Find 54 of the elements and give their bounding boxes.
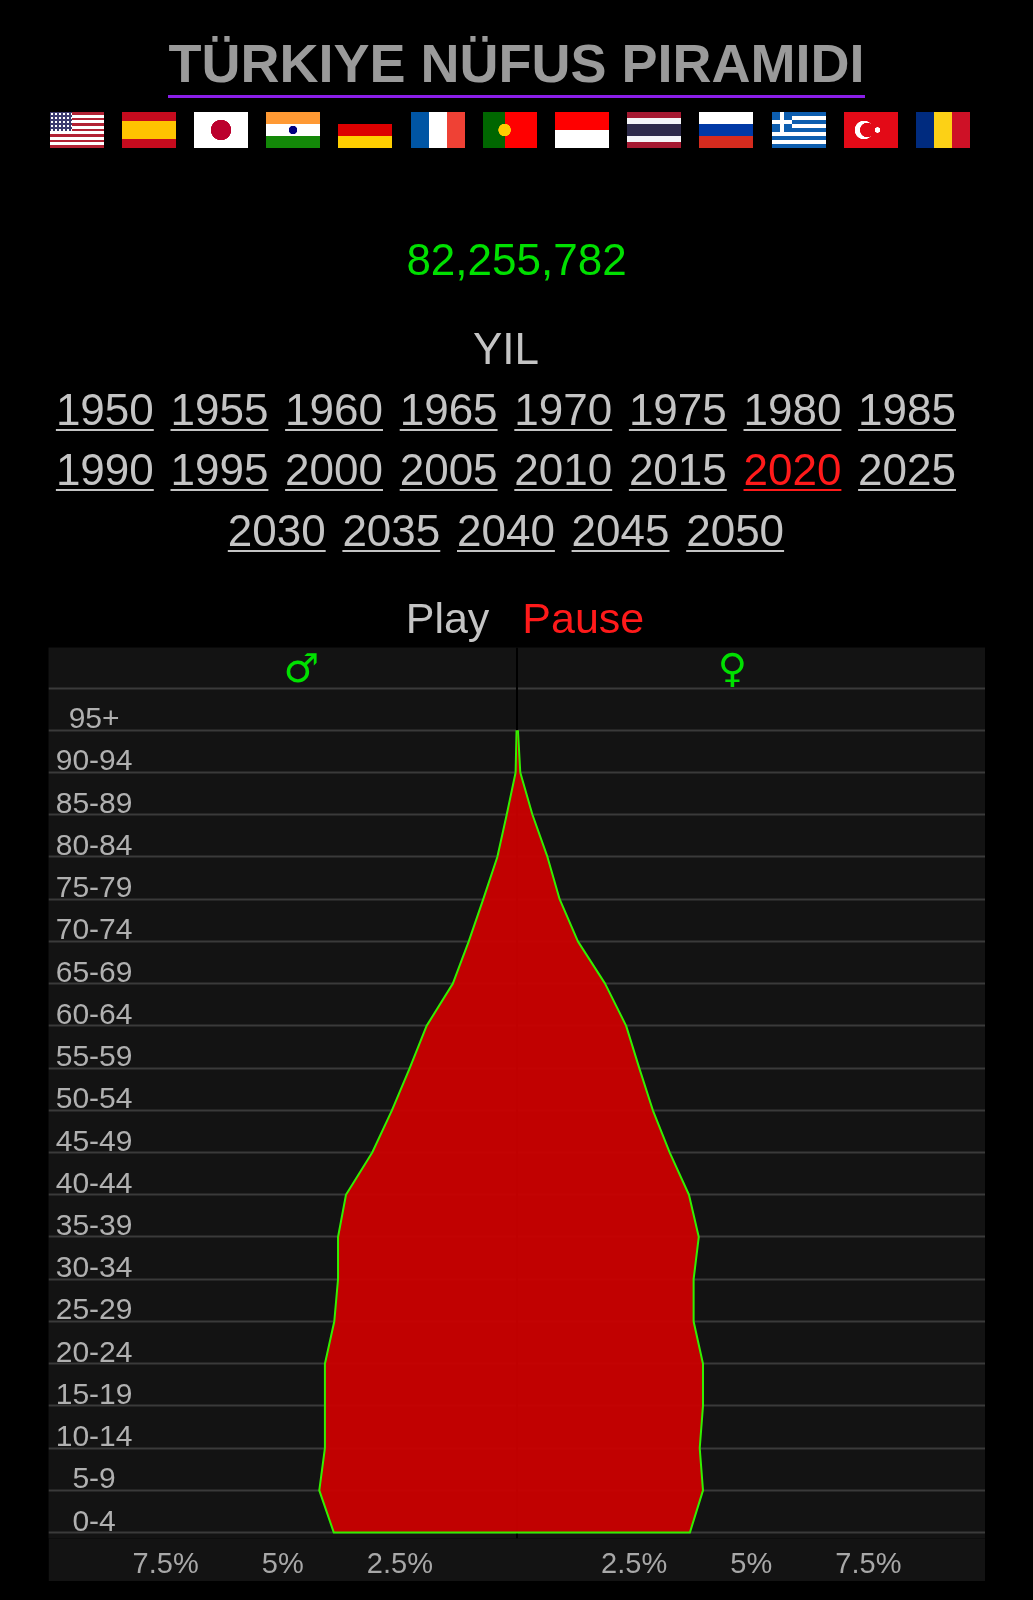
text: 1970 xyxy=(514,384,613,434)
y-tick-label: 25-29 xyxy=(55,1292,133,1326)
y-tick-label: 60-64 xyxy=(55,996,133,1030)
text: 2010 xyxy=(514,445,613,494)
x-tick-label: 5% xyxy=(730,1546,773,1579)
y-tick-label: 45-49 xyxy=(55,1123,133,1157)
text: 2050 xyxy=(686,505,785,555)
text: ♂ xyxy=(283,644,320,691)
y-tick-label: 0-4 xyxy=(72,1503,116,1537)
text: 1975 xyxy=(628,384,727,434)
text: 1965 xyxy=(399,384,498,434)
y-tick-label: 40-44 xyxy=(55,1165,133,1199)
text: 1995 xyxy=(170,445,269,494)
x-tick-label: 2.5% xyxy=(366,1546,433,1579)
y-tick-label: 50-54 xyxy=(55,1081,133,1115)
y-tick-label: 75-79 xyxy=(55,870,133,904)
text: 1950 xyxy=(55,384,154,434)
text: 1985 xyxy=(858,384,956,434)
y-tick-label: 65-69 xyxy=(55,954,133,988)
y-tick-label: 15-19 xyxy=(55,1376,133,1410)
y-tick-label: 30-34 xyxy=(55,1250,133,1284)
y-tick-label: 35-39 xyxy=(55,1208,133,1241)
y-tick-label: 55-59 xyxy=(55,1039,133,1073)
y-tick-label: 70-74 xyxy=(55,912,133,946)
chart-subtitle: 82,255,782 xyxy=(405,235,628,284)
y-tick-label: 20-24 xyxy=(55,1334,133,1368)
text: 2045 xyxy=(571,505,670,555)
y-tick-label: 85-89 xyxy=(55,785,133,819)
y-tick-label: 90-94 xyxy=(55,743,133,777)
y-tick-label: 10-14 xyxy=(55,1419,133,1453)
y-tick-label: 5-9 xyxy=(72,1461,116,1495)
text: 1980 xyxy=(743,384,842,434)
text: YIL xyxy=(471,324,540,373)
x-tick-label: 5% xyxy=(261,1546,304,1579)
x-tick-label: 7.5% xyxy=(132,1546,199,1579)
text: 1960 xyxy=(285,384,383,434)
text: ♀ xyxy=(717,644,748,691)
text: Play xyxy=(405,594,490,642)
text: 2005 xyxy=(399,445,498,494)
y-tick-label: 80-84 xyxy=(55,827,133,861)
text: 2000 xyxy=(285,445,383,494)
text: 1990 xyxy=(55,445,154,494)
text: 2025 xyxy=(858,445,956,494)
text: 1955 xyxy=(170,384,269,434)
text: 2035 xyxy=(342,505,441,555)
x-tick-label: 7.5% xyxy=(835,1546,902,1579)
text: Pause xyxy=(522,594,645,642)
text: 2040 xyxy=(457,505,555,555)
text: 2020 xyxy=(743,445,842,494)
text: 2030 xyxy=(227,505,326,555)
y-tick-label: 95+ xyxy=(68,701,120,735)
x-tick-label: 2.5% xyxy=(601,1546,668,1579)
text: 2015 xyxy=(628,445,727,494)
chart-title: TÜRKIYE NÜFUS PIRAMIDI xyxy=(168,33,865,98)
